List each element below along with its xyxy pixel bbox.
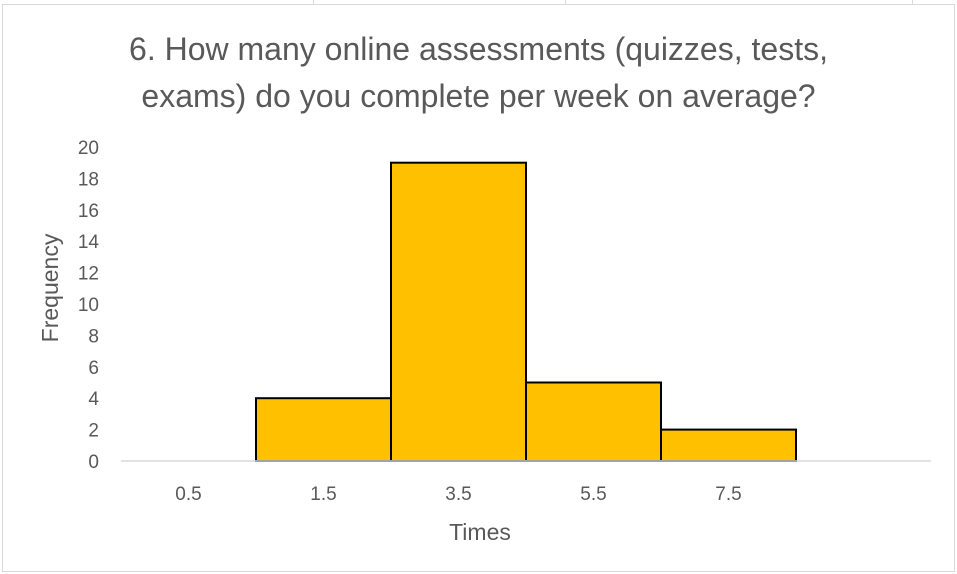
sheet-column-divider	[565, 0, 566, 6]
y-tick-label: 14	[78, 232, 100, 253]
chart-title: 6. How many online assessments (quizzes,…	[0, 26, 957, 120]
histogram-bars	[255, 161, 797, 463]
chart-title-line-2: exams) do you complete per week on avera…	[141, 78, 816, 114]
y-axis-tick-labels: 0 2 4 6 8 10 12 14 16 18 20	[78, 138, 100, 473]
x-tick-label: 1.5	[310, 484, 336, 505]
y-tick-label: 16	[78, 201, 99, 222]
sheet-column-divider	[313, 0, 314, 6]
sheet-gridlines	[0, 0, 957, 10]
y-tick-label: 12	[78, 264, 99, 285]
y-tick-label: 6	[88, 358, 99, 379]
x-axis-tick-labels: 0.5 1.5 3.5 5.5 7.5	[175, 484, 741, 505]
histogram-bar[interactable]	[255, 397, 392, 463]
chart-title-line-1: 6. How many online assessments (quizzes,…	[129, 31, 828, 67]
y-tick-label: 4	[88, 389, 99, 410]
y-tick-label: 18	[78, 169, 99, 190]
histogram-bar[interactable]	[525, 381, 662, 462]
y-tick-label: 2	[88, 421, 99, 442]
histogram-bar[interactable]	[660, 428, 797, 463]
x-axis-title: Times	[449, 519, 511, 545]
y-tick-label: 8	[88, 326, 99, 347]
sheet-column-divider	[912, 0, 913, 6]
y-tick-label: 0	[88, 452, 99, 473]
y-axis-title: Frequency	[37, 233, 63, 342]
x-tick-label: 3.5	[445, 484, 471, 505]
x-tick-label: 0.5	[175, 484, 201, 505]
histogram-bar[interactable]	[390, 161, 527, 462]
x-tick-label: 5.5	[580, 484, 606, 505]
y-tick-label: 10	[78, 295, 99, 316]
x-tick-label: 7.5	[715, 484, 741, 505]
y-tick-label: 20	[78, 138, 99, 159]
